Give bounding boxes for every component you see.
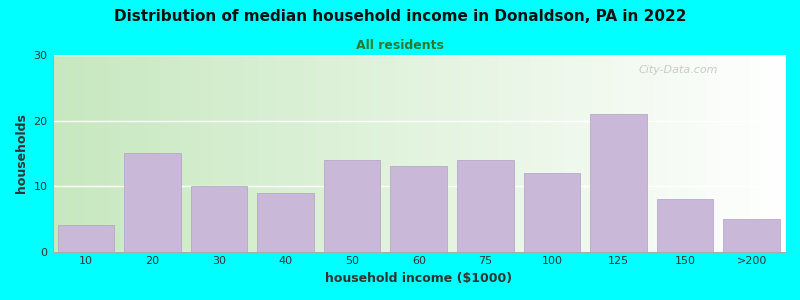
Text: City-Data.com: City-Data.com [638, 65, 718, 75]
Bar [190, 186, 247, 252]
Bar [58, 225, 114, 252]
Bar [457, 160, 514, 252]
Bar [590, 114, 647, 252]
X-axis label: household income ($1000): household income ($1000) [326, 272, 512, 285]
Text: All residents: All residents [356, 39, 444, 52]
Bar [524, 173, 580, 252]
Bar [258, 193, 314, 252]
Bar [657, 199, 714, 252]
Bar [723, 219, 780, 252]
Y-axis label: households: households [15, 113, 28, 193]
Bar [324, 160, 381, 252]
Bar [390, 167, 447, 252]
Bar [124, 153, 181, 252]
Text: Distribution of median household income in Donaldson, PA in 2022: Distribution of median household income … [114, 9, 686, 24]
